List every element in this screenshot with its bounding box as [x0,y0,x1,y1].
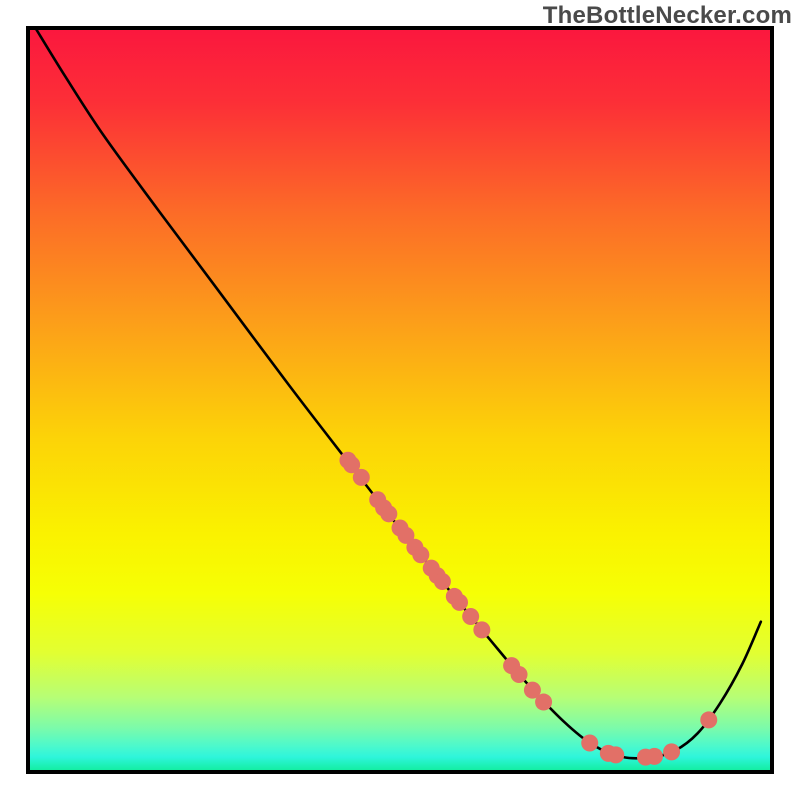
data-marker [511,666,528,683]
data-marker [353,469,370,486]
data-marker [607,746,624,763]
bottleneck-chart: TheBottleNecker.com [0,0,800,800]
data-marker [462,608,479,625]
chart-canvas [0,0,800,800]
data-marker [412,546,429,563]
data-marker [451,594,468,611]
plot-background [28,28,772,772]
data-marker [581,734,598,751]
data-marker [663,743,680,760]
data-marker [646,748,663,765]
data-marker [380,505,397,522]
data-marker [473,621,490,638]
data-marker [535,694,552,711]
data-marker [434,573,451,590]
data-marker [700,711,717,728]
